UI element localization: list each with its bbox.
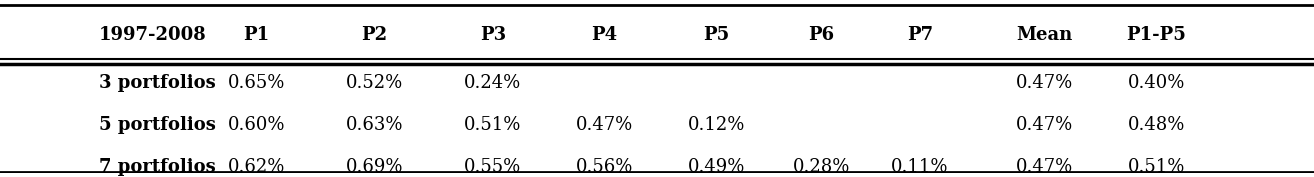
Text: P1-P5: P1-P5 — [1126, 26, 1187, 44]
Text: 0.63%: 0.63% — [346, 116, 403, 134]
Text: 0.56%: 0.56% — [576, 158, 633, 176]
Text: 0.60%: 0.60% — [227, 116, 285, 134]
Text: 0.49%: 0.49% — [687, 158, 745, 176]
Text: 0.47%: 0.47% — [1016, 158, 1074, 176]
Text: 3 portfolios: 3 portfolios — [99, 74, 215, 92]
Text: Mean: Mean — [1017, 26, 1072, 44]
Text: 0.24%: 0.24% — [464, 74, 522, 92]
Text: P4: P4 — [591, 26, 618, 44]
Text: 0.65%: 0.65% — [227, 74, 285, 92]
Text: 0.11%: 0.11% — [891, 158, 949, 176]
Text: 0.51%: 0.51% — [1127, 158, 1185, 176]
Text: P5: P5 — [703, 26, 729, 44]
Text: P7: P7 — [907, 26, 933, 44]
Text: 1997-2008: 1997-2008 — [99, 26, 206, 44]
Text: 0.62%: 0.62% — [227, 158, 285, 176]
Text: 0.48%: 0.48% — [1127, 116, 1185, 134]
Text: 0.47%: 0.47% — [576, 116, 633, 134]
Text: P6: P6 — [808, 26, 834, 44]
Text: 0.51%: 0.51% — [464, 116, 522, 134]
Text: P3: P3 — [480, 26, 506, 44]
Text: 0.47%: 0.47% — [1016, 74, 1074, 92]
Text: 0.40%: 0.40% — [1127, 74, 1185, 92]
Text: 0.55%: 0.55% — [464, 158, 522, 176]
Text: P1: P1 — [243, 26, 269, 44]
Text: 0.52%: 0.52% — [346, 74, 403, 92]
Text: 0.12%: 0.12% — [687, 116, 745, 134]
Text: 7 portfolios: 7 portfolios — [99, 158, 215, 176]
Text: 0.69%: 0.69% — [346, 158, 403, 176]
Text: 0.28%: 0.28% — [792, 158, 850, 176]
Text: 5 portfolios: 5 portfolios — [99, 116, 215, 134]
Text: 0.47%: 0.47% — [1016, 116, 1074, 134]
Text: P2: P2 — [361, 26, 388, 44]
